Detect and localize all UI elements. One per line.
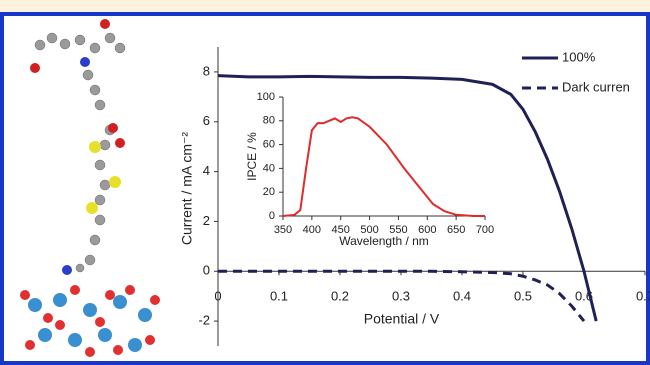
- x-tick-label: 0: [214, 289, 221, 304]
- x-tick-label: 650: [447, 224, 465, 236]
- x-tick-label: 0.2: [331, 289, 349, 304]
- x-tick-label: 0.5: [514, 289, 532, 304]
- y-tick-label: 0: [203, 263, 210, 278]
- y-tick-label: 2: [203, 213, 210, 228]
- legend-label: Dark curren: [562, 79, 630, 94]
- y-tick-label: 6: [203, 113, 210, 128]
- y-tick-label: 4: [203, 163, 210, 178]
- y-tick-label: 60: [263, 139, 275, 151]
- x-tick-label: 0.3: [392, 289, 410, 304]
- x-tick-label: 700: [476, 224, 494, 236]
- x-tick-label: 0.4: [453, 289, 471, 304]
- x-tick-label: 350: [274, 224, 292, 236]
- x-axis-label: Potential / V: [364, 311, 440, 327]
- y-tick-label: -2: [198, 313, 210, 328]
- legend-label: 100%: [562, 49, 596, 64]
- y-tick-label: 8: [203, 63, 210, 78]
- y-tick-label: 20: [263, 186, 275, 198]
- figure: -20246800.10.20.30.40.50.60.7Potential /…: [0, 0, 650, 365]
- y-axis-label: IPCE / %: [245, 132, 259, 181]
- x-tick-label: 0.1: [270, 289, 288, 304]
- y-tick-label: 0: [269, 210, 275, 222]
- x-tick-label: 400: [303, 224, 321, 236]
- x-tick-label: 0.7: [636, 289, 650, 304]
- y-axis-label: Current / mA cm⁻²: [179, 132, 195, 246]
- y-tick-label: 40: [263, 162, 275, 174]
- y-tick-label: 80: [263, 115, 275, 127]
- x-axis-label: Wavelength / nm: [339, 234, 429, 248]
- frame: [2, 14, 648, 363]
- y-tick-label: 100: [257, 91, 275, 103]
- page: {"chart_data": [ {"type": "line", "xlabe…: [0, 0, 650, 365]
